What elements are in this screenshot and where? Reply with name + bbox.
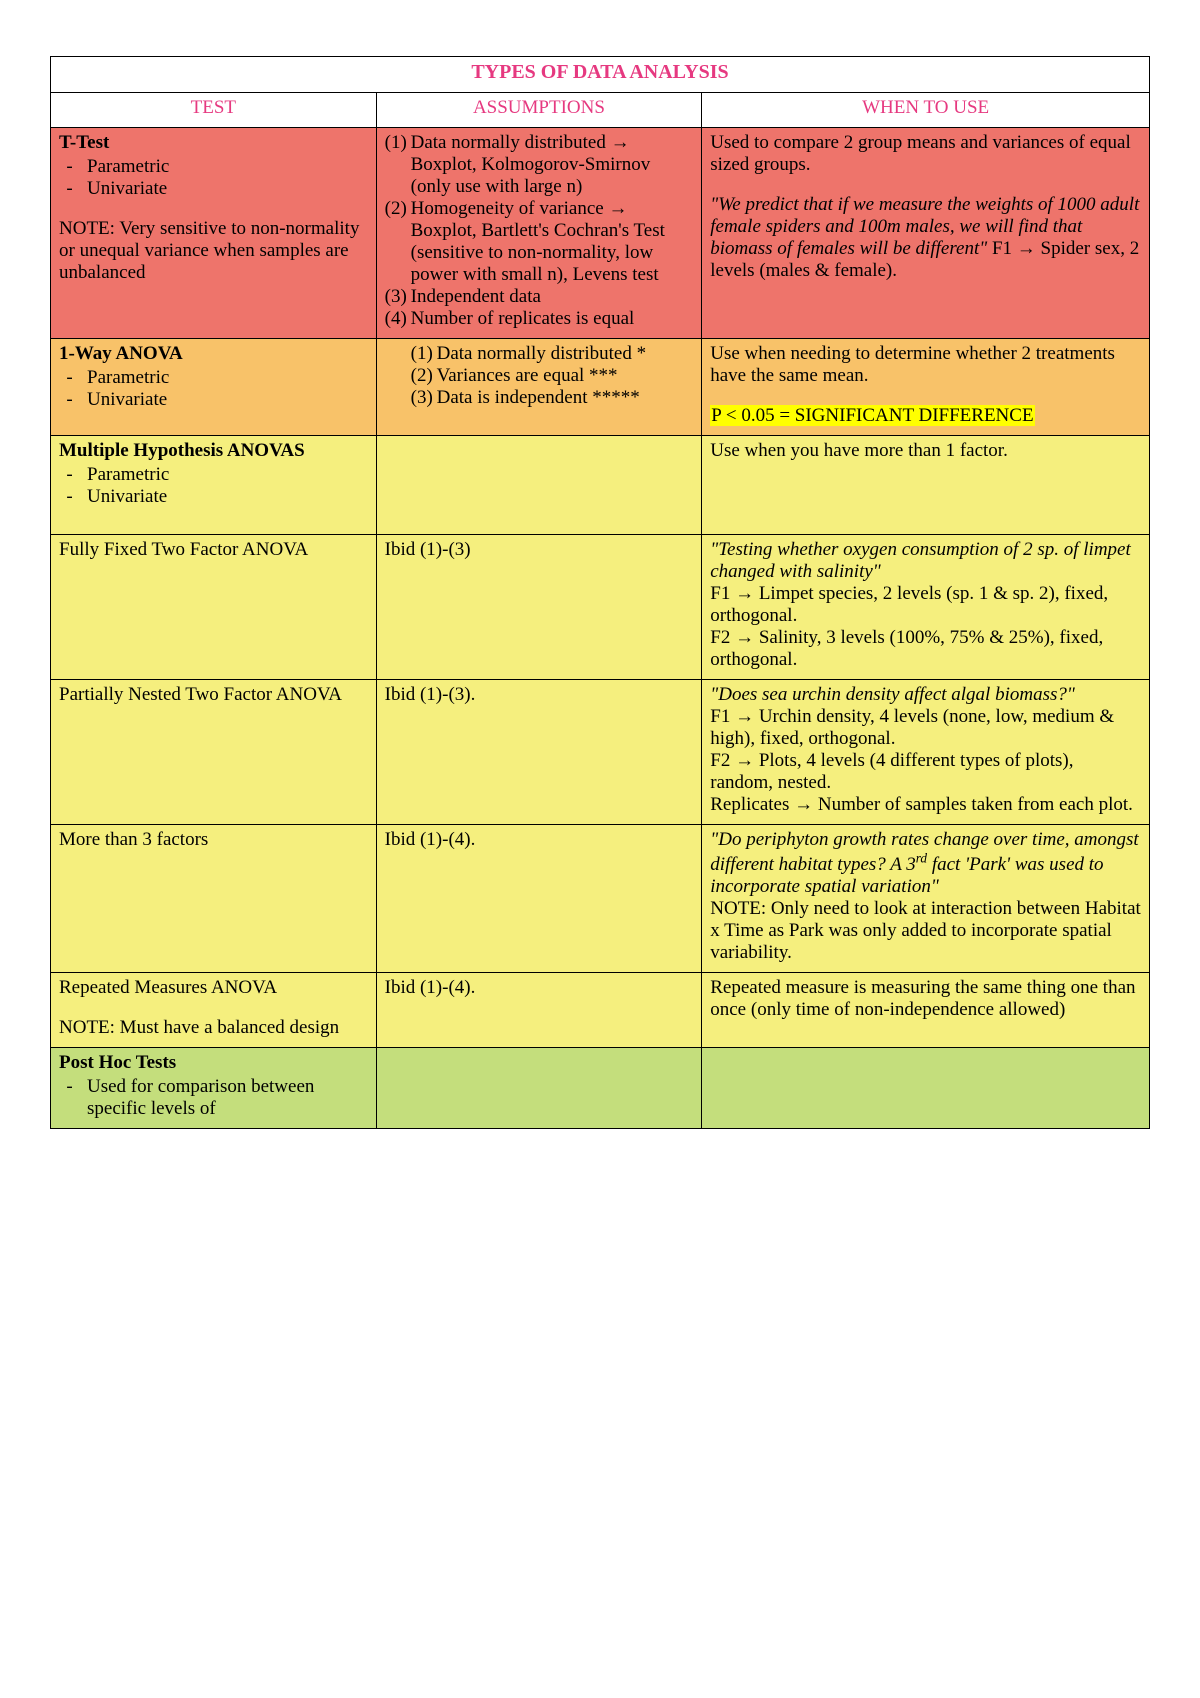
repeated-assump: Ibid (1)-(4). <box>376 973 702 1048</box>
anova1-a1: Data normally distributed * <box>437 343 694 365</box>
anova1-a3: Data is independent ***** <box>437 387 694 409</box>
posthoc-title: Post Hoc Tests <box>59 1052 176 1073</box>
posthoc-assump <box>376 1048 702 1129</box>
fullyfixed-f2: F2 → Salinity, 3 levels (100%, 75% & 25%… <box>710 627 1103 670</box>
ttest-a1: Data normally distributed → Boxplot, Kol… <box>411 132 694 198</box>
anova1-test: 1-Way ANOVA Parametric Univariate <box>51 339 377 436</box>
fullyfixed-f1: F1 → Limpet species, 2 levels (sp. 1 & s… <box>710 583 1108 626</box>
col-header-assumptions: ASSUMPTIONS <box>376 93 702 128</box>
title-row: TYPES OF DATA ANALYSIS <box>51 57 1150 93</box>
multianova-test: Multiple Hypothesis ANOVAS Parametric Un… <box>51 436 377 535</box>
ttest-when: Used to compare 2 group means and varian… <box>702 128 1150 339</box>
row-3factors: More than 3 factors Ibid (1)-(4). "Do pe… <box>51 825 1150 973</box>
ttest-title: T-Test <box>59 132 109 153</box>
repeated-test: Repeated Measures ANOVA NOTE: Must have … <box>51 973 377 1048</box>
ttest-bullet-univariate: Univariate <box>87 178 368 200</box>
anova1-a2: Variances are equal *** <box>437 365 694 387</box>
posthoc-when <box>702 1048 1150 1129</box>
header-row: TEST ASSUMPTIONS WHEN TO USE <box>51 93 1150 128</box>
row-posthoc: Post Hoc Tests Used for comparison betwe… <box>51 1048 1150 1129</box>
row-anova1: 1-Way ANOVA Parametric Univariate (1)Dat… <box>51 339 1150 436</box>
multianova-assumptions <box>376 436 702 535</box>
ttest-note: NOTE: Very sensitive to non-normality or… <box>59 218 368 284</box>
row-fullyfixed: Fully Fixed Two Factor ANOVA Ibid (1)-(3… <box>51 535 1150 680</box>
ttest-a3: Independent data <box>411 286 694 308</box>
posthoc-bullet: Used for comparison between specific lev… <box>87 1076 368 1120</box>
nested-when: "Does sea urchin density affect algal bi… <box>702 680 1150 825</box>
nested-test: Partially Nested Two Factor ANOVA <box>51 680 377 825</box>
row-multianova: Multiple Hypothesis ANOVAS Parametric Un… <box>51 436 1150 535</box>
repeated-title: Repeated Measures ANOVA <box>59 977 277 998</box>
ttest-a4: Number of replicates is equal <box>411 308 694 330</box>
anova1-bullet-parametric: Parametric <box>87 367 368 389</box>
3factors-test: More than 3 factors <box>51 825 377 973</box>
col-header-test: TEST <box>51 93 377 128</box>
3factors-assump: Ibid (1)-(4). <box>376 825 702 973</box>
nested-f2: F2 → Plots, 4 levels (4 different types … <box>710 750 1073 793</box>
ttest-test: T-Test Parametric Univariate NOTE: Very … <box>51 128 377 339</box>
anova1-when-hl: P < 0.05 = SIGNIFICANT DIFFERENCE <box>710 405 1034 426</box>
col-header-when: WHEN TO USE <box>702 93 1150 128</box>
ttest-when-p1: Used to compare 2 group means and varian… <box>710 132 1141 176</box>
nested-f1: F1 → Urchin density, 4 levels (none, low… <box>710 706 1114 749</box>
nested-quote: "Does sea urchin density affect algal bi… <box>710 684 1075 705</box>
anova1-when: Use when needing to determine whether 2 … <box>702 339 1150 436</box>
3factors-note: NOTE: Only need to look at interaction b… <box>710 898 1141 963</box>
anova1-assumptions: (1)Data normally distributed * (2)Varian… <box>376 339 702 436</box>
multianova-when: Use when you have more than 1 factor. <box>702 436 1150 535</box>
ttest-assumptions: (1)Data normally distributed → Boxplot, … <box>376 128 702 339</box>
anova1-title: 1-Way ANOVA <box>59 343 183 364</box>
repeated-note: NOTE: Must have a balanced design <box>59 1017 339 1038</box>
fullyfixed-assump: Ibid (1)-(3) <box>376 535 702 680</box>
nested-rep: Replicates → Number of samples taken fro… <box>710 794 1133 815</box>
data-analysis-table: TYPES OF DATA ANALYSIS TEST ASSUMPTIONS … <box>50 56 1150 1129</box>
anova1-when-p1: Use when needing to determine whether 2 … <box>710 343 1141 387</box>
3factors-when: "Do periphyton growth rates change over … <box>702 825 1150 973</box>
ttest-a2: Homogeneity of variance → Boxplot, Bartl… <box>411 198 694 286</box>
table-title: TYPES OF DATA ANALYSIS <box>51 57 1150 93</box>
row-nested: Partially Nested Two Factor ANOVA Ibid (… <box>51 680 1150 825</box>
3factors-quote-sup: rd <box>916 851 927 866</box>
anova1-bullet-univariate: Univariate <box>87 389 368 411</box>
posthoc-test: Post Hoc Tests Used for comparison betwe… <box>51 1048 377 1129</box>
fullyfixed-quote: "Testing whether oxygen consumption of 2… <box>710 539 1131 582</box>
ttest-bullet-parametric: Parametric <box>87 156 368 178</box>
multianova-bullet-univariate: Univariate <box>87 486 368 508</box>
multianova-title: Multiple Hypothesis ANOVAS <box>59 440 305 461</box>
fullyfixed-test: Fully Fixed Two Factor ANOVA <box>51 535 377 680</box>
multianova-bullet-parametric: Parametric <box>87 464 368 486</box>
row-repeated: Repeated Measures ANOVA NOTE: Must have … <box>51 973 1150 1048</box>
fullyfixed-when: "Testing whether oxygen consumption of 2… <box>702 535 1150 680</box>
row-ttest: T-Test Parametric Univariate NOTE: Very … <box>51 128 1150 339</box>
nested-assump: Ibid (1)-(3). <box>376 680 702 825</box>
repeated-when: Repeated measure is measuring the same t… <box>702 973 1150 1048</box>
